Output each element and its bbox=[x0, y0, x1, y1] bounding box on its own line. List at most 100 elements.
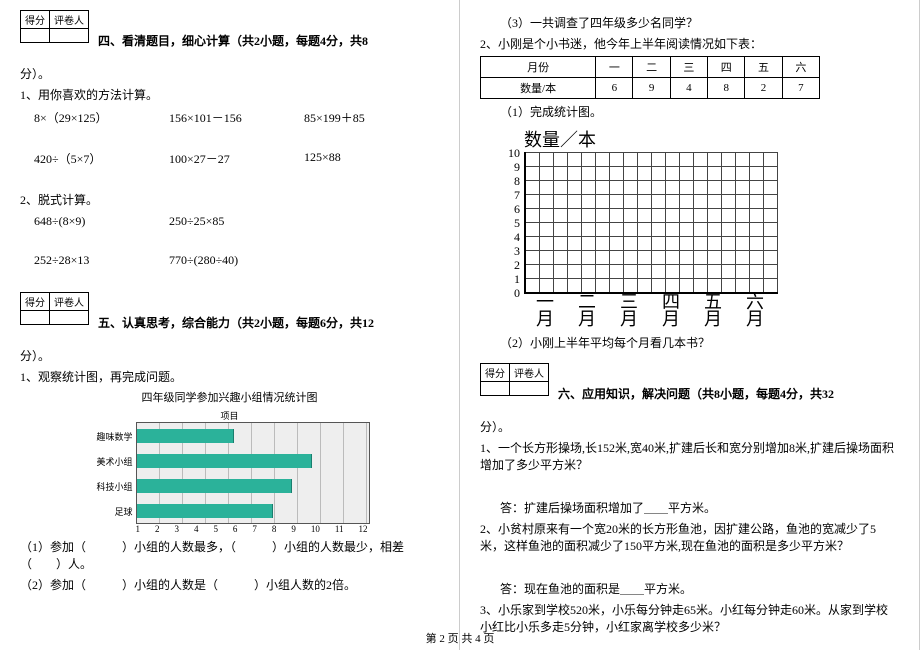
calc-row-3: 648÷(8×9) 250÷25×85 bbox=[34, 214, 439, 229]
calc-row-2: 420÷（5×7） 100×27－27 125×88 bbox=[34, 150, 439, 167]
reading-table: 月份一二三四五六 数量/本694827 bbox=[480, 56, 820, 99]
calc-3-1: 648÷(8×9) bbox=[34, 214, 169, 229]
chart1-xtick: 8 bbox=[272, 524, 277, 534]
chart1-xtick: 12 bbox=[359, 524, 368, 534]
chart2-title: 数量／本 bbox=[524, 126, 899, 152]
score-head-3: 得分 bbox=[21, 293, 50, 311]
score-head-5: 得分 bbox=[481, 364, 510, 382]
chart1-ylabel: 科技小组 bbox=[89, 480, 133, 493]
calc-1-1: 8×（29×125） bbox=[34, 109, 169, 126]
chart2-ytick: 1 bbox=[498, 272, 520, 287]
reading-head-cell: 三 bbox=[670, 57, 707, 78]
q5-1-b: （2）参加（ ）小组的人数是（ ）小组人数的2倍。 bbox=[20, 576, 439, 593]
reading-head-cell: 月份 bbox=[481, 57, 596, 78]
chart1-bar bbox=[137, 504, 273, 518]
chart1-xtick: 11 bbox=[335, 524, 344, 534]
reading-value-cell: 6 bbox=[596, 78, 633, 99]
chart2-ytick: 10 bbox=[498, 146, 520, 161]
reading-head-cell: 四 bbox=[708, 57, 745, 78]
chart1-ylabel: 足球 bbox=[89, 505, 133, 518]
chart1-bar bbox=[137, 429, 235, 443]
q5-1-a: （1）参加（ ）小组的人数最多，（ ）小组的人数最少，相差（ ）人。 bbox=[20, 538, 439, 572]
calc-2-3: 125×88 bbox=[304, 150, 439, 167]
q4-2: 2、脱式计算。 bbox=[20, 191, 439, 208]
chart2-xlabel: 六月 bbox=[734, 294, 776, 328]
q6-2: 2、小贫村原来有一个宽20米的长方形鱼池，因扩建公路，鱼池的宽减少了5米，这样鱼… bbox=[480, 520, 899, 554]
chart1-xtick: 7 bbox=[252, 524, 257, 534]
left-column: 得分 评卷人 四、看清题目，细心计算（共2小题，每题4分，共8 分）。 1、用你… bbox=[0, 0, 460, 650]
chart2-ytick: 6 bbox=[498, 202, 520, 217]
calc-2-2: 100×27－27 bbox=[169, 150, 304, 167]
right-column: （3）一共调查了四年级多少名同学？ 2、小刚是个小书迷，他今年上半年阅读情况如下… bbox=[460, 0, 920, 650]
section5-suffix: 分）。 bbox=[20, 347, 439, 364]
chart1-ylabel: 美术小组 bbox=[89, 455, 133, 468]
reading-head-cell: 二 bbox=[633, 57, 670, 78]
chart1-bar bbox=[137, 454, 312, 468]
calc-1-2: 156×101－156 bbox=[169, 109, 304, 126]
score-head-6: 评卷人 bbox=[510, 364, 549, 382]
reading-head-cell: 一 bbox=[596, 57, 633, 78]
q5-2: 2、小刚是个小书迷，他今年上半年阅读情况如下表： bbox=[480, 35, 899, 52]
reading-row-label: 数量/本 bbox=[481, 78, 596, 99]
calc-4-2: 770÷(280÷40) bbox=[169, 253, 304, 268]
q5-1: 1、观察统计图，再完成问题。 bbox=[20, 368, 439, 385]
chart1-xtick: 6 bbox=[233, 524, 238, 534]
calc-row-1: 8×（29×125） 156×101－156 85×199＋85 bbox=[34, 109, 439, 126]
chart2-xlabel: 一月 bbox=[524, 294, 566, 328]
score-head-4: 评卷人 bbox=[50, 293, 89, 311]
calc-1-3: 85×199＋85 bbox=[304, 109, 439, 126]
chart2-xlabel: 二月 bbox=[566, 294, 608, 328]
score-box-sec5: 得分 评卷人 bbox=[20, 292, 89, 325]
reading-value-cell: 7 bbox=[782, 78, 819, 99]
reading-value-cell: 4 bbox=[670, 78, 707, 99]
score-box-sec6: 得分 评卷人 bbox=[480, 363, 549, 396]
chart2-ytick: 2 bbox=[498, 258, 520, 273]
score-head-1: 得分 bbox=[21, 11, 50, 29]
interest-group-chart: 四年级同学参加兴趣小组情况统计图 项目 趣味数学美术小组科技小组足球 12345… bbox=[90, 389, 370, 534]
section4-title: 四、看清题目，细心计算（共2小题，每题4分，共8 bbox=[98, 34, 368, 48]
reading-value-cell: 8 bbox=[708, 78, 745, 99]
chart2-xlabel: 三月 bbox=[608, 294, 650, 328]
reading-head-cell: 五 bbox=[745, 57, 782, 78]
section5-title: 五、认真思考，综合能力（共2小题，每题6分，共12 bbox=[98, 316, 374, 330]
q5-1-c: （3）一共调查了四年级多少名同学？ bbox=[500, 14, 899, 31]
chart1-xtick: 4 bbox=[194, 524, 199, 534]
reading-value-cell: 9 bbox=[633, 78, 670, 99]
section6-suffix: 分）。 bbox=[480, 418, 899, 435]
reading-chart: 数量／本 109876543210 一月二月三月四月五月六月 bbox=[498, 126, 899, 328]
reading-head-cell: 六 bbox=[782, 57, 819, 78]
q5-2-a: （1）完成统计图。 bbox=[500, 103, 899, 120]
section6-title: 六、应用知识，解决问题（共8小题，每题4分，共32 bbox=[558, 387, 834, 401]
chart1-xtick: 2 bbox=[155, 524, 160, 534]
chart1-xtick: 10 bbox=[311, 524, 320, 534]
calc-2-1: 420÷（5×7） bbox=[34, 150, 169, 167]
calc-row-4: 252÷28×13 770÷(280÷40) bbox=[34, 253, 439, 268]
chart2-ytick: 9 bbox=[498, 160, 520, 175]
chart2-ytick: 3 bbox=[498, 244, 520, 259]
chart1-ylabel: 趣味数学 bbox=[89, 430, 133, 443]
chart2-xlabel: 四月 bbox=[650, 294, 692, 328]
chart2-ytick: 4 bbox=[498, 230, 520, 245]
calc-4-1: 252÷28×13 bbox=[34, 253, 169, 268]
chart1-legend: 项目 bbox=[90, 409, 370, 422]
q4-1: 1、用你喜欢的方法计算。 bbox=[20, 86, 439, 103]
chart2-ytick: 0 bbox=[498, 286, 520, 301]
score-head-2: 评卷人 bbox=[50, 11, 89, 29]
reading-value-cell: 2 bbox=[745, 78, 782, 99]
page-footer: 第 2 页 共 4 页 bbox=[0, 630, 920, 646]
chart1-xtick: 9 bbox=[291, 524, 296, 534]
chart1-xtick: 5 bbox=[213, 524, 218, 534]
calc-3-2: 250÷25×85 bbox=[169, 214, 304, 229]
chart2-xlabel: 五月 bbox=[692, 294, 734, 328]
chart2-ytick: 8 bbox=[498, 174, 520, 189]
chart2-ytick: 5 bbox=[498, 216, 520, 231]
q6-1: 1、一个长方形操场,长152米,宽40米,扩建后长和宽分别增加8米,扩建后操场面… bbox=[480, 439, 899, 473]
score-box-sec4: 得分 评卷人 bbox=[20, 10, 89, 43]
chart2-ytick: 7 bbox=[498, 188, 520, 203]
chart1-xtick: 3 bbox=[174, 524, 179, 534]
section4-suffix: 分）。 bbox=[20, 65, 439, 82]
chart1-bar bbox=[137, 479, 293, 493]
q5-2-b: （2）小刚上半年平均每个月看几本书？ bbox=[500, 334, 899, 351]
q6-1-ans: 答：扩建后操场面积增加了＿＿平方米。 bbox=[500, 499, 899, 516]
q6-2-ans: 答：现在鱼池的面积是＿＿平方米。 bbox=[500, 580, 899, 597]
